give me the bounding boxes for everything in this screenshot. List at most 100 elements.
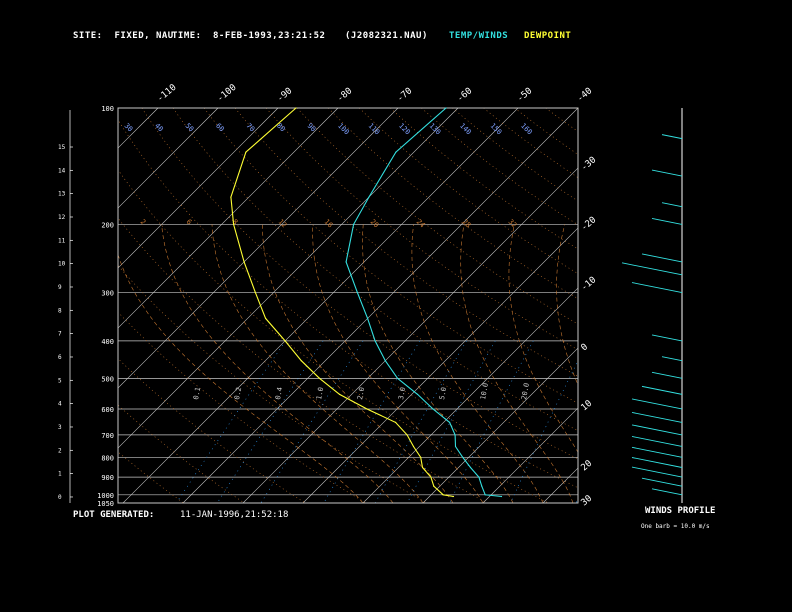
dry-adiabat-label: 140 xyxy=(458,122,473,137)
isotherm-label-right: 0 xyxy=(580,342,591,353)
moist-adiabat-line xyxy=(362,224,514,503)
dewpoint-profile-point xyxy=(442,494,444,496)
moist-adiabat-line xyxy=(118,253,364,503)
dewpoint-profile xyxy=(230,107,454,498)
temperature-profile-point xyxy=(462,456,464,458)
dry-adiabat-line xyxy=(576,108,578,110)
height-label: 5 xyxy=(58,377,62,384)
isotherm-line xyxy=(783,108,792,503)
isotherm-label-right: -20 xyxy=(580,215,599,233)
isobar-label: 700 xyxy=(101,432,114,440)
wind-barb xyxy=(641,385,683,395)
wind-barb xyxy=(641,477,683,487)
isobar-label: 1000 xyxy=(97,492,114,500)
dewpoint-profile-point xyxy=(366,408,368,410)
dry-adiabat-line xyxy=(483,108,578,178)
isotherm-label-right: 20 xyxy=(580,459,595,474)
moist-adiabat-line xyxy=(262,224,454,503)
dewpoint-profile-point xyxy=(406,434,408,436)
mixing-ratio-label: 0.4 xyxy=(274,386,284,400)
legend-temp-winds: TEMP/WINDS xyxy=(449,31,509,41)
isobar-label: 900 xyxy=(101,474,114,482)
height-label: 8 xyxy=(58,307,62,314)
theta-e-label: 28 xyxy=(461,218,473,230)
dry-adiabat-line xyxy=(234,108,578,377)
mixing-ratio-line xyxy=(323,340,421,503)
isobar-label: 100 xyxy=(101,105,114,113)
wind-barb xyxy=(661,134,683,140)
temperature-profile-point xyxy=(353,223,355,225)
winds-profile-title: WINDS PROFILE xyxy=(645,506,716,516)
theta-e-label: 32 xyxy=(507,218,519,230)
height-label: 3 xyxy=(58,424,62,431)
isotherm-label-top: -90 xyxy=(276,86,295,104)
mixing-ratio-line xyxy=(216,340,324,503)
temperature-profile-point xyxy=(454,445,457,448)
isotherm-line xyxy=(302,227,578,503)
winds-profile-note: One barb = 10.0 m/s xyxy=(641,523,710,530)
dry-adiabat-line xyxy=(452,108,578,202)
isotherm-line xyxy=(182,108,578,503)
mixing-ratio-label: 20.0 xyxy=(520,382,531,400)
temperature-profile-point xyxy=(449,421,451,423)
mixing-ratio-label: 10.0 xyxy=(479,382,490,400)
isotherm-label-top: -60 xyxy=(456,86,475,104)
legend-dewpoint: DEWPOINT xyxy=(524,31,572,41)
dry-adiabat-label: 150 xyxy=(489,122,504,137)
site-value: FIXED, NAU xyxy=(114,31,174,41)
mixing-ratio-line xyxy=(406,340,496,503)
dry-adiabat-line xyxy=(118,265,428,503)
dry-adiabat-line xyxy=(265,108,578,351)
theta-e-label: 12 xyxy=(277,218,289,230)
isotherm-line xyxy=(422,347,578,503)
temperature-profile-point xyxy=(356,292,358,294)
dry-adiabat-label: 40 xyxy=(153,122,165,134)
dewpoint-profile-point xyxy=(254,292,256,294)
dry-adiabat-line xyxy=(118,169,549,503)
height-label: 1 xyxy=(58,471,62,478)
temperature-profile-point xyxy=(469,466,472,469)
mixing-ratio-label: 1.0 xyxy=(315,386,325,400)
dewpoint-profile-point xyxy=(412,445,415,448)
wind-barb xyxy=(651,371,683,379)
wind-barb xyxy=(621,262,683,276)
dry-adiabat-line xyxy=(118,311,367,503)
height-label: 2 xyxy=(58,447,62,454)
moist-adiabat-line xyxy=(603,224,663,503)
dry-adiabat-line xyxy=(732,108,792,503)
moist-adiabat-line xyxy=(411,224,544,503)
temperature-profile-point xyxy=(445,107,447,109)
isotherm-line xyxy=(118,108,279,269)
isobar-label: 300 xyxy=(101,290,114,298)
temperature-profile-point xyxy=(500,495,503,498)
dry-adiabat-line xyxy=(421,108,578,226)
dewpoint-profile-point xyxy=(395,421,397,423)
isotherm-label-top: -100 xyxy=(216,83,239,105)
dry-adiabat-label: 60 xyxy=(214,122,226,134)
isobar-label: 400 xyxy=(101,338,114,346)
theta-e-label: 20 xyxy=(369,218,381,230)
wind-barb xyxy=(631,466,683,478)
dewpoint-profile-point xyxy=(433,485,435,487)
plot-generated-label: PLOT GENERATED: xyxy=(73,510,155,520)
wind-barb xyxy=(631,282,683,293)
isotherm-label-top: -50 xyxy=(516,86,535,104)
temperature-profile-point xyxy=(454,434,456,436)
temperature-profile-point xyxy=(481,485,483,487)
dry-adiabat-line xyxy=(670,108,792,503)
dewpoint-profile-point xyxy=(430,476,432,478)
isobar-label: 800 xyxy=(101,454,114,462)
theta-e-label: 8 xyxy=(231,218,240,227)
wind-barb xyxy=(651,488,683,496)
isobar-label: 500 xyxy=(101,375,114,383)
height-label: 12 xyxy=(58,214,66,221)
mixing-ratio-label: 5.0 xyxy=(438,386,448,400)
dry-adiabat-label: 50 xyxy=(184,122,196,134)
height-label: 10 xyxy=(58,261,66,268)
height-label: 7 xyxy=(58,331,62,338)
moist-adiabat-line xyxy=(460,224,574,503)
isobar-label: 1050 xyxy=(97,500,114,508)
isotherm-line xyxy=(0,108,98,503)
dry-adiabat-line xyxy=(701,108,792,503)
